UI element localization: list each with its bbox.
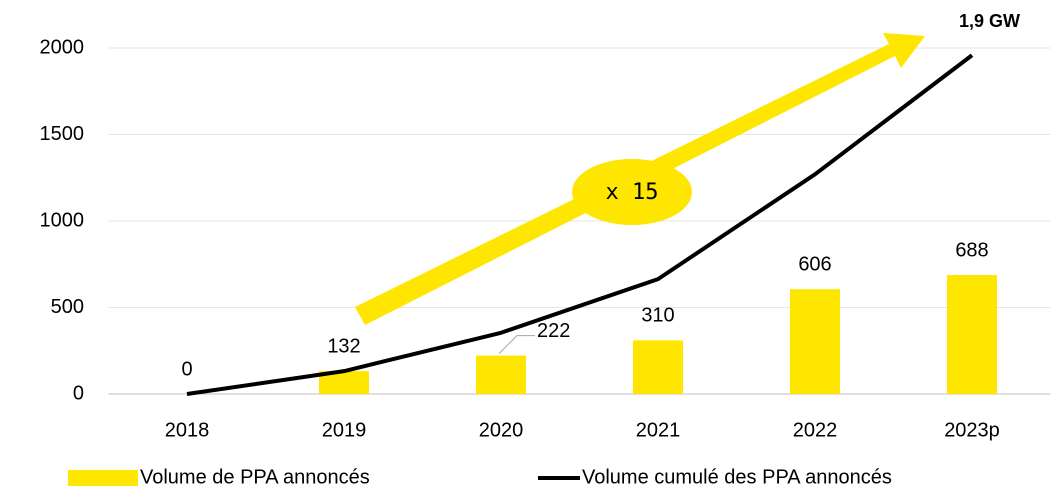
data-label: 132 — [327, 335, 360, 357]
label-leader — [498, 335, 535, 354]
data-label: 310 — [641, 305, 674, 327]
total-label: 1,9 GW — [959, 11, 1020, 31]
legend-label: Volume de PPA annoncés — [140, 466, 370, 488]
bar — [947, 274, 997, 394]
line — [186, 53, 974, 396]
bar — [633, 340, 683, 394]
x-tick-label: 2021 — [636, 419, 681, 441]
x-tick-label: 2019 — [322, 419, 367, 441]
bar — [790, 289, 840, 394]
data-label: 0 — [181, 358, 192, 380]
growth-badge — [572, 159, 692, 225]
data-label: 222 — [537, 320, 570, 342]
bar — [319, 371, 369, 394]
legend-label: Volume cumulé des PPA annoncés — [582, 466, 892, 488]
y-tick-label: 1000 — [40, 209, 85, 231]
growth-label: x 15 — [606, 180, 659, 205]
y-tick-label: 2000 — [40, 36, 85, 58]
bar — [476, 355, 526, 394]
x-tick-label: 2022 — [793, 419, 838, 441]
y-tick-label: 500 — [51, 296, 84, 318]
y-tick-label: 0 — [73, 382, 84, 404]
x-tick-label: 2018 — [165, 419, 210, 441]
data-label: 606 — [798, 253, 831, 275]
legend-swatch — [68, 470, 138, 486]
x-tick-label: 2023p — [944, 419, 1000, 441]
y-tick-label: 1500 — [40, 123, 85, 145]
x-tick-label: 2020 — [479, 419, 524, 441]
data-label: 688 — [955, 239, 988, 261]
